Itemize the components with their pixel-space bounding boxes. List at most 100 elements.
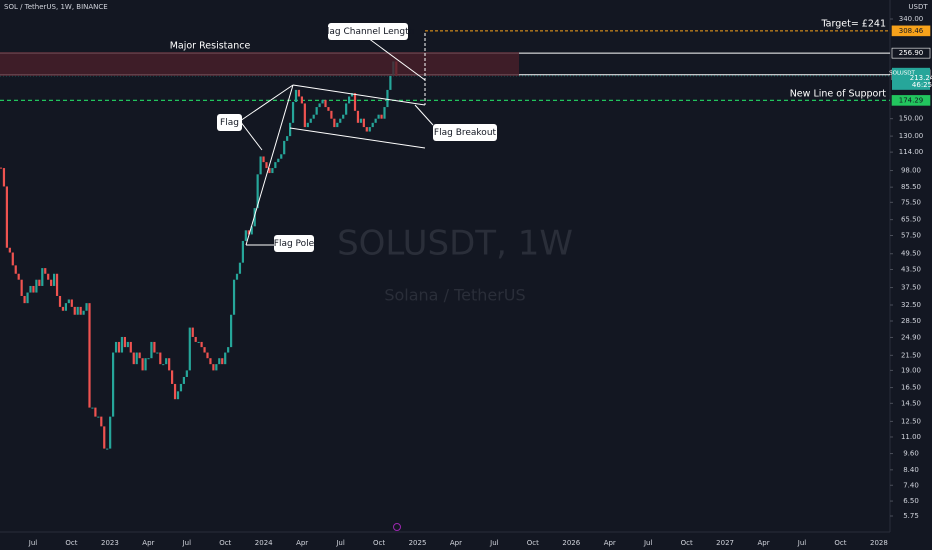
x-tick-label: 2023 bbox=[101, 539, 119, 547]
candle bbox=[94, 407, 97, 417]
candle bbox=[20, 279, 23, 296]
candle bbox=[348, 96, 351, 104]
candle bbox=[247, 230, 250, 235]
y-tick-label: 32.50 bbox=[901, 301, 921, 309]
candle bbox=[185, 370, 188, 377]
candle bbox=[280, 154, 283, 159]
candle bbox=[165, 358, 168, 365]
candle bbox=[324, 99, 327, 108]
candle bbox=[123, 336, 126, 348]
candle bbox=[203, 347, 206, 353]
candle bbox=[114, 341, 118, 353]
candle bbox=[73, 306, 76, 315]
candle bbox=[47, 273, 50, 280]
candle bbox=[250, 226, 253, 235]
y-tick-label: 5.75 bbox=[903, 512, 919, 520]
price-badge bbox=[891, 95, 931, 106]
candle bbox=[218, 358, 221, 365]
candle bbox=[371, 122, 374, 128]
candle bbox=[271, 168, 274, 174]
watermark-symbol: SOLUSDT, 1W bbox=[337, 224, 573, 264]
callout-box bbox=[433, 124, 497, 141]
candle bbox=[141, 358, 144, 371]
candle bbox=[377, 114, 380, 119]
candle bbox=[76, 306, 79, 315]
x-tick-label: 2027 bbox=[716, 539, 734, 547]
x-tick-label: Jul bbox=[643, 539, 653, 547]
candle bbox=[168, 358, 171, 371]
candle bbox=[336, 122, 339, 128]
y-tick-label: 28.50 bbox=[901, 317, 921, 325]
candle bbox=[374, 118, 377, 123]
candle bbox=[159, 352, 162, 365]
candle bbox=[235, 273, 239, 280]
resistance-label: Major Resistance bbox=[170, 41, 251, 52]
candle bbox=[50, 279, 53, 286]
candle bbox=[342, 114, 345, 119]
flag-top bbox=[292, 84, 426, 106]
flag-callout: Flag bbox=[220, 118, 239, 128]
watermark-name: Solana / TetherUS bbox=[384, 286, 525, 305]
x-tick-label: 2025 bbox=[409, 539, 427, 547]
candle bbox=[35, 279, 38, 293]
candle bbox=[306, 122, 309, 128]
candle bbox=[359, 118, 362, 123]
candle bbox=[389, 74, 392, 90]
candle bbox=[227, 347, 230, 353]
candle bbox=[289, 122, 292, 137]
price-badge bbox=[891, 47, 931, 59]
candle bbox=[176, 391, 180, 400]
candle bbox=[100, 416, 103, 427]
candle bbox=[194, 336, 197, 342]
candle bbox=[259, 156, 262, 175]
candle bbox=[294, 89, 298, 103]
y-tick-label: 8.40 bbox=[903, 466, 919, 474]
x-tick-label: Apr bbox=[604, 539, 616, 547]
y-tick-label: 37.50 bbox=[901, 284, 921, 292]
y-tick-label: 75.50 bbox=[901, 198, 921, 206]
candle bbox=[70, 299, 73, 307]
event-icon[interactable] bbox=[393, 523, 401, 531]
x-tick-label: Apr bbox=[142, 539, 154, 547]
candle bbox=[345, 103, 348, 115]
channel-pointer bbox=[367, 37, 426, 81]
candle bbox=[265, 162, 268, 169]
y-tick-label: 12.50 bbox=[901, 417, 921, 425]
flag-bottom bbox=[289, 127, 426, 149]
candle bbox=[53, 273, 56, 286]
candle bbox=[44, 268, 47, 274]
candle bbox=[147, 358, 150, 360]
candle bbox=[82, 310, 85, 315]
candle bbox=[109, 416, 112, 449]
support-label: New Line of Support bbox=[790, 89, 887, 100]
candle bbox=[29, 285, 32, 293]
candle bbox=[356, 110, 360, 123]
channel-callout: Flag Channel Length bbox=[322, 27, 415, 37]
x-tick-label: Oct bbox=[681, 539, 693, 547]
flag-pointer bbox=[239, 120, 263, 151]
x-tick-label: Apr bbox=[296, 539, 308, 547]
x-tick-label: 2026 bbox=[562, 539, 580, 547]
x-tick-label: 2028 bbox=[870, 539, 888, 547]
y-tick-label: 24.90 bbox=[901, 333, 921, 341]
x-tick-label: Jul bbox=[797, 539, 807, 547]
y-tick-label: 9.60 bbox=[903, 450, 919, 458]
candle bbox=[97, 416, 100, 418]
candle bbox=[173, 383, 177, 400]
candle bbox=[256, 174, 259, 209]
candle bbox=[112, 352, 115, 417]
candle bbox=[26, 292, 29, 304]
x-tick-label: Oct bbox=[219, 539, 231, 547]
candle bbox=[117, 341, 121, 353]
candle bbox=[153, 341, 156, 353]
price-badge-label: 308.46 bbox=[899, 27, 924, 35]
y-tick-label: 340.00 bbox=[899, 15, 924, 23]
candle bbox=[383, 107, 386, 119]
candle bbox=[106, 448, 109, 450]
candle bbox=[230, 314, 233, 348]
candle bbox=[274, 162, 277, 169]
y-tick-label: 130.00 bbox=[899, 132, 924, 140]
candle bbox=[221, 358, 224, 365]
y-tick-label: 11.00 bbox=[901, 433, 921, 441]
candle bbox=[14, 265, 17, 274]
